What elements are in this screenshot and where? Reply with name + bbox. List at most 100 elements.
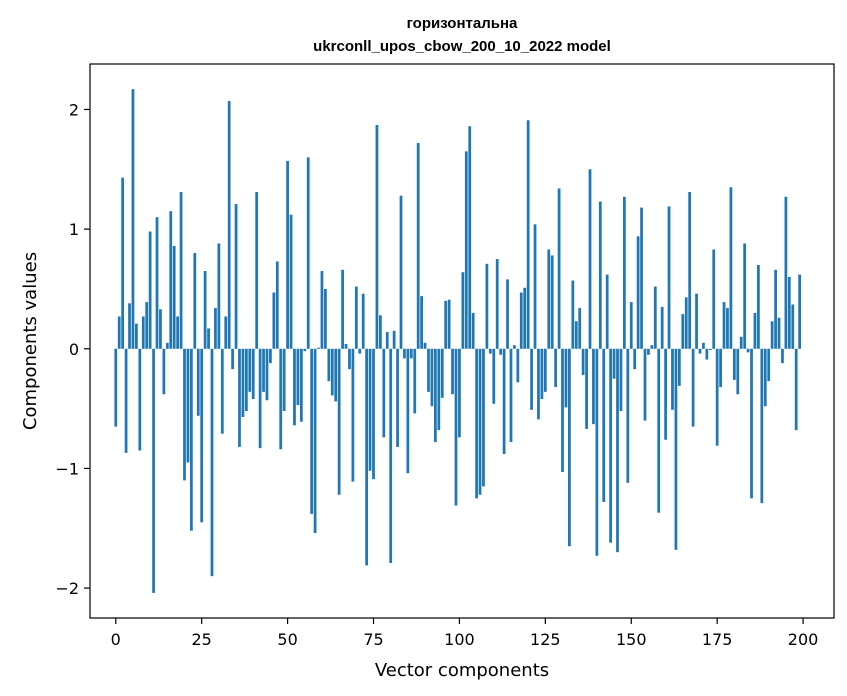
bar-190	[767, 348, 771, 382]
bar-113	[502, 348, 506, 455]
bar-82	[396, 348, 399, 447]
bar-61	[324, 288, 327, 349]
bar-129	[557, 188, 561, 349]
bar-139	[592, 348, 595, 425]
bar-198	[794, 348, 798, 431]
bar-93	[433, 348, 437, 443]
bar-86	[409, 348, 413, 359]
bar-185	[750, 348, 753, 499]
bar-136	[581, 348, 585, 376]
bar-125	[543, 348, 547, 392]
bar-7	[138, 348, 142, 451]
bar-35	[234, 204, 238, 349]
bar-153	[640, 207, 643, 349]
bar-13	[159, 309, 162, 349]
bar-32	[224, 316, 228, 349]
bar-167	[688, 192, 692, 349]
bar-72	[361, 293, 365, 349]
x-tick-label: 125	[530, 630, 561, 649]
bar-132	[568, 348, 571, 547]
bar-67	[344, 343, 348, 349]
bar-62	[327, 348, 331, 382]
bar-175	[715, 348, 719, 446]
bar-142	[602, 348, 606, 502]
bar-157	[653, 286, 657, 349]
bar-145	[612, 348, 616, 379]
y-tick-label: 0	[69, 340, 79, 359]
y-tick-label: 1	[69, 220, 79, 239]
bar-41	[255, 192, 259, 349]
bar-10	[148, 231, 152, 349]
bar-2	[121, 177, 125, 349]
bar-188	[760, 348, 764, 504]
bar-173	[708, 348, 712, 350]
bar-74	[368, 348, 372, 471]
x-tick-label: 50	[277, 630, 297, 649]
bar-14	[162, 348, 166, 395]
bar-64	[334, 348, 338, 402]
bar-103	[468, 126, 472, 349]
x-axis-label: Vector components	[375, 660, 549, 681]
bar-130	[561, 348, 564, 473]
bar-134	[574, 321, 578, 349]
bar-166	[684, 297, 688, 349]
bar-30	[217, 243, 221, 349]
bar-118	[519, 292, 523, 349]
bar-81	[392, 330, 396, 349]
bar-163	[674, 348, 678, 550]
bar-69	[351, 348, 355, 482]
bar-89	[420, 296, 423, 349]
bar-24	[196, 348, 200, 416]
bar-196	[787, 276, 791, 349]
bar-44	[265, 348, 269, 401]
bar-127	[550, 255, 554, 349]
bar-58	[313, 348, 317, 534]
bar-57	[310, 348, 314, 514]
bar-156	[650, 345, 654, 349]
bar-189	[763, 348, 767, 407]
bar-159	[660, 306, 664, 349]
bar-181	[736, 348, 740, 395]
bar-152	[636, 236, 640, 349]
bar-151	[633, 348, 637, 370]
bar-122	[533, 224, 537, 349]
bar-155	[647, 348, 650, 355]
x-tick-label: 150	[616, 630, 647, 649]
bar-5	[131, 89, 135, 349]
bar-43	[262, 348, 265, 392]
bar-191	[770, 321, 774, 349]
bar-80	[389, 348, 393, 563]
bar-21	[186, 348, 190, 463]
bar-60	[320, 271, 324, 349]
bar-178	[726, 308, 729, 349]
y-tick-label: 2	[69, 100, 79, 119]
bar-53	[296, 348, 300, 406]
bar-12	[155, 217, 159, 349]
bar-171	[702, 342, 705, 349]
bar-147	[619, 348, 623, 411]
bar-131	[564, 348, 568, 408]
bar-76	[375, 125, 379, 349]
bar-119	[523, 287, 527, 349]
bar-4	[128, 303, 131, 349]
bar-146	[616, 348, 619, 553]
bar-29	[214, 308, 217, 349]
bar-95	[440, 348, 444, 398]
bar-123	[537, 348, 540, 420]
bar-141	[598, 201, 602, 349]
bar-91	[427, 348, 430, 392]
bar-168	[691, 348, 695, 427]
bar-47	[275, 261, 279, 349]
bar-102	[464, 151, 468, 349]
bar-106	[478, 348, 482, 495]
bar-98	[451, 348, 454, 395]
bar-79	[385, 332, 389, 349]
x-tick-label: 0	[111, 630, 121, 649]
bar-117	[516, 348, 520, 383]
bar-17	[172, 245, 176, 349]
bar-73	[365, 348, 369, 566]
bar-42	[258, 348, 262, 449]
bar-37	[241, 348, 245, 417]
bar-77	[379, 315, 382, 349]
